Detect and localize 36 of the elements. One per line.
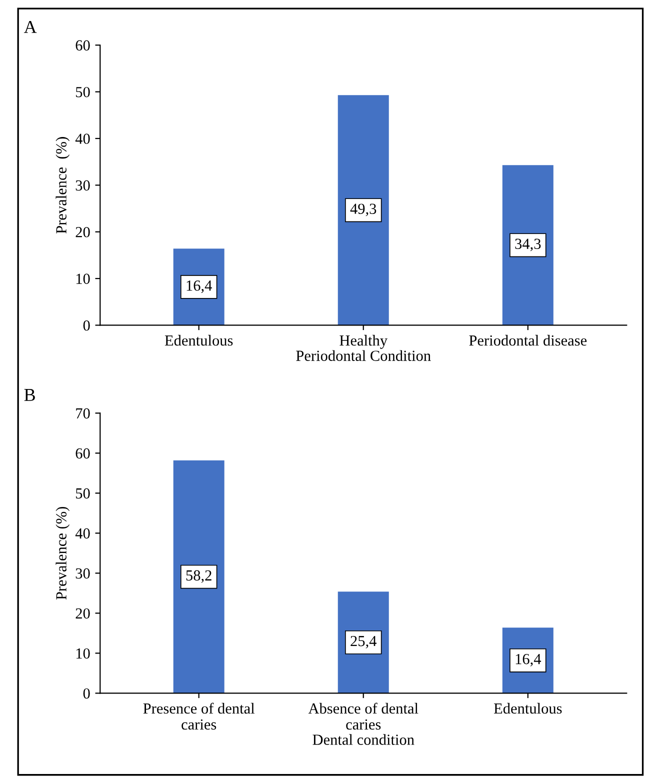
y-tick-label: 30 bbox=[76, 568, 90, 579]
bar bbox=[502, 165, 554, 326]
x-tick-label: Absence of dental caries bbox=[308, 702, 418, 730]
x-axis-title: Dental condition bbox=[312, 734, 414, 745]
data-label: 49,3 bbox=[350, 204, 376, 216]
y-tick-label: 10 bbox=[76, 648, 90, 659]
y-tick-label: 60 bbox=[76, 40, 90, 51]
y-tick-label: 70 bbox=[76, 408, 90, 419]
y-tick-label: 50 bbox=[76, 488, 90, 499]
x-tick-label: Edentulous bbox=[494, 702, 562, 714]
data-label: 34,3 bbox=[515, 238, 541, 252]
y-tick-label: 20 bbox=[76, 226, 90, 238]
y-tick-label: 40 bbox=[75, 528, 90, 539]
data-label: 58,2 bbox=[186, 570, 212, 583]
x-axis-title: Periodontal Condition bbox=[296, 350, 431, 361]
data-label: 16,4 bbox=[516, 654, 542, 666]
y-tick-label: 50 bbox=[76, 86, 90, 98]
x-tick-label: Edentulous bbox=[164, 334, 233, 346]
x-tick-label: Periodontal disease bbox=[469, 334, 587, 346]
y-tick-label: 0 bbox=[83, 688, 90, 699]
y-tick-label: 0 bbox=[83, 320, 90, 331]
bar bbox=[338, 95, 389, 326]
y-tick-label: 60 bbox=[76, 448, 90, 459]
data-label: 16,4 bbox=[186, 280, 212, 293]
y-tick-label: 40 bbox=[75, 134, 90, 144]
chart-title: B bbox=[24, 389, 35, 401]
data-label: 25,4 bbox=[350, 636, 377, 648]
x-tick-label: Presence of dental caries bbox=[143, 702, 255, 730]
x-tick-label: Healthy bbox=[340, 334, 388, 349]
chart-title: A bbox=[24, 20, 37, 33]
y-tick-label: 30 bbox=[76, 180, 90, 191]
bar bbox=[173, 460, 224, 694]
y-tick-label: 10 bbox=[76, 274, 90, 284]
y-tick-label: 20 bbox=[76, 608, 90, 619]
y-axis-title: Prevalence (%) bbox=[56, 506, 70, 600]
y-axis-title: Prevalence (%) bbox=[56, 137, 70, 234]
